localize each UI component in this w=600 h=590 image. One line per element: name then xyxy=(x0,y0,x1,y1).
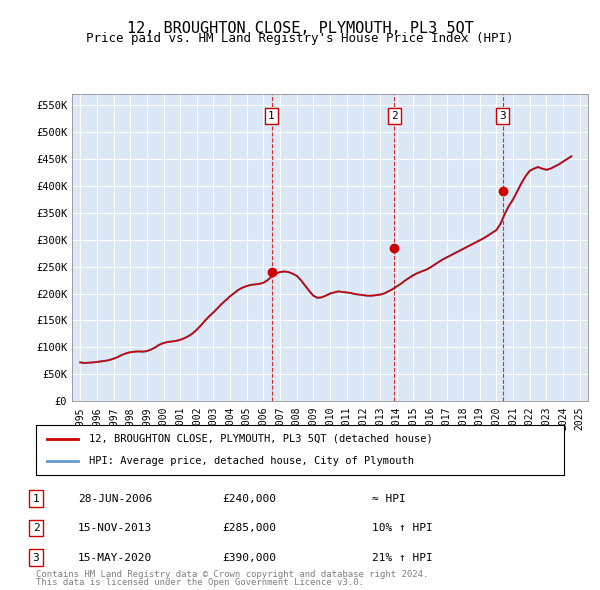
Text: £285,000: £285,000 xyxy=(222,523,276,533)
Text: Price paid vs. HM Land Registry's House Price Index (HPI): Price paid vs. HM Land Registry's House … xyxy=(86,32,514,45)
Text: 1: 1 xyxy=(268,111,275,121)
Text: 15-NOV-2013: 15-NOV-2013 xyxy=(78,523,152,533)
Text: 1: 1 xyxy=(32,494,40,503)
Text: 3: 3 xyxy=(499,111,506,121)
Text: 15-MAY-2020: 15-MAY-2020 xyxy=(78,553,152,562)
Text: 10% ↑ HPI: 10% ↑ HPI xyxy=(372,523,433,533)
Text: £240,000: £240,000 xyxy=(222,494,276,503)
Text: HPI: Average price, detached house, City of Plymouth: HPI: Average price, detached house, City… xyxy=(89,456,414,466)
Text: 12, BROUGHTON CLOSE, PLYMOUTH, PL3 5QT: 12, BROUGHTON CLOSE, PLYMOUTH, PL3 5QT xyxy=(127,21,473,35)
Text: £390,000: £390,000 xyxy=(222,553,276,562)
Text: This data is licensed under the Open Government Licence v3.0.: This data is licensed under the Open Gov… xyxy=(36,578,364,587)
Text: 21% ↑ HPI: 21% ↑ HPI xyxy=(372,553,433,562)
Text: 2: 2 xyxy=(32,523,40,533)
Text: ≈ HPI: ≈ HPI xyxy=(372,494,406,503)
Text: Contains HM Land Registry data © Crown copyright and database right 2024.: Contains HM Land Registry data © Crown c… xyxy=(36,571,428,579)
Text: 2: 2 xyxy=(391,111,398,121)
Text: 28-JUN-2006: 28-JUN-2006 xyxy=(78,494,152,503)
Text: 3: 3 xyxy=(32,553,40,562)
Text: 12, BROUGHTON CLOSE, PLYMOUTH, PL3 5QT (detached house): 12, BROUGHTON CLOSE, PLYMOUTH, PL3 5QT (… xyxy=(89,434,433,444)
